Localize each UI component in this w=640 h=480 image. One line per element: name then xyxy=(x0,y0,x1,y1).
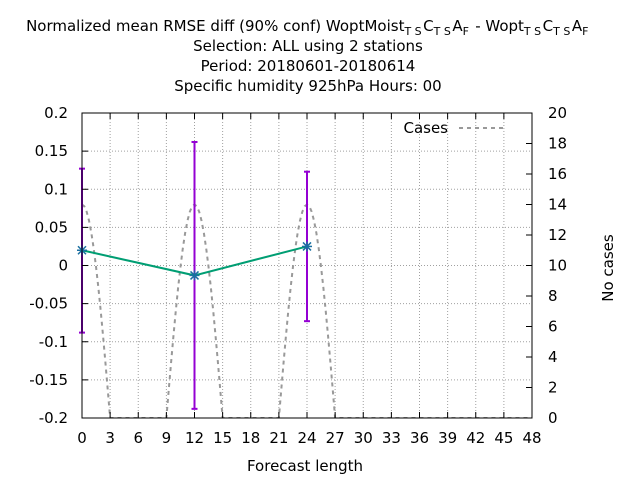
x-tick-label: 12 xyxy=(185,429,204,447)
legend-label: Cases xyxy=(403,119,448,137)
title-line-3: Period: 20180601-20180614 xyxy=(201,57,416,75)
x-tick-label: 3 xyxy=(105,429,115,447)
y2-axis-label: No cases xyxy=(599,234,617,302)
y-tick-label: 0.1 xyxy=(44,180,68,198)
y2-tick-label: 6 xyxy=(548,318,558,336)
y-tick-label: 0.15 xyxy=(35,142,68,160)
data-point xyxy=(302,241,312,252)
y-tick-label: -0.2 xyxy=(39,409,68,427)
y-tick-label: -0.15 xyxy=(29,371,68,389)
plot-area xyxy=(77,140,532,418)
axes: 0 3 6 9 12 15 18 21 24 27 30 33 36 39 42 45 480.20.150.1… xyxy=(29,104,567,447)
y-tick-label: 0 xyxy=(58,257,68,275)
x-tick-label: 39 xyxy=(438,429,457,447)
title-line-4: Specific humidity 925hPa Hours: 00 xyxy=(174,77,441,95)
x-tick-label: 36 xyxy=(410,429,429,447)
y-tick-label: -0.05 xyxy=(29,295,68,313)
chart-title: Normalized mean RMSE diff (90% conf) Wop… xyxy=(26,17,590,95)
x-tick-label: 27 xyxy=(326,429,345,447)
title-line-1: Normalized mean RMSE diff (90% conf) Wop… xyxy=(26,17,590,38)
x-tick-label: 15 xyxy=(213,429,232,447)
y2-tick-label: 10 xyxy=(548,257,567,275)
y2-tick-label: 20 xyxy=(548,104,567,122)
y2-tick-label: 18 xyxy=(548,135,567,153)
x-tick-label: 24 xyxy=(297,429,316,447)
y2-tick-label: 16 xyxy=(548,165,567,183)
x-tick-label: 30 xyxy=(354,429,373,447)
y-tick-label: 0.2 xyxy=(44,104,68,122)
x-tick-label: 33 xyxy=(382,429,401,447)
data-point xyxy=(189,270,200,281)
x-tick-label: 45 xyxy=(494,429,513,447)
x-tick-label: 48 xyxy=(522,429,541,447)
x-tick-label: 42 xyxy=(466,429,485,447)
x-tick-label: 9 xyxy=(162,429,172,447)
y2-tick-label: 2 xyxy=(548,379,558,397)
y-tick-label: -0.1 xyxy=(39,333,68,351)
x-tick-label: 18 xyxy=(241,429,260,447)
title-line-2: Selection: ALL using 2 stations xyxy=(193,37,423,55)
legend: Cases xyxy=(403,119,505,137)
x-tick-label: 21 xyxy=(269,429,288,447)
x-tick-label: 6 xyxy=(133,429,143,447)
y-tick-label: 0.05 xyxy=(35,218,68,236)
y2-tick-label: 14 xyxy=(548,196,567,214)
y2-tick-label: 4 xyxy=(548,348,558,366)
y2-tick-label: 8 xyxy=(548,287,558,305)
x-axis-label: Forecast length xyxy=(247,457,363,475)
x-tick-label: 0 xyxy=(77,429,87,447)
y2-tick-label: 12 xyxy=(548,226,567,244)
y2-tick-label: 0 xyxy=(548,409,558,427)
